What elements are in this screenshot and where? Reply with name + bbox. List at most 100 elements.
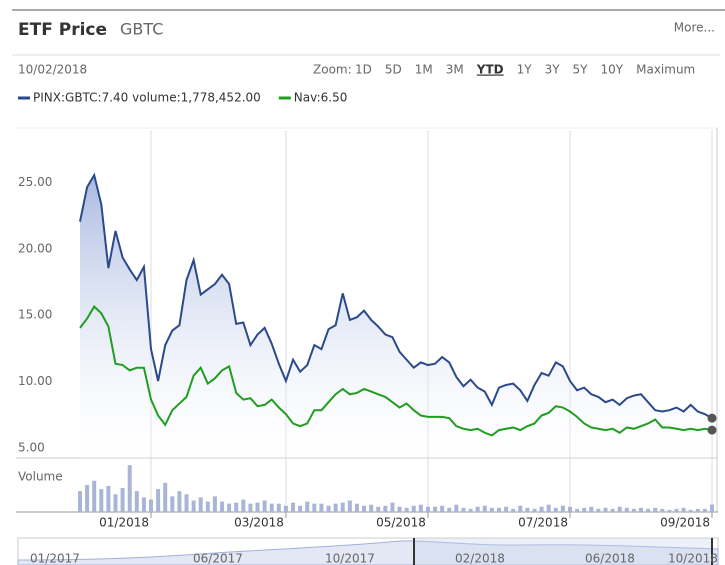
volume-bar [560, 505, 565, 512]
more-link[interactable]: More... [674, 21, 715, 35]
legend-label: Nav:6.50 [294, 91, 348, 105]
volume-label: Volume [18, 470, 63, 484]
volume-bar [85, 484, 90, 512]
x-tick-label: 09/2018 [660, 516, 710, 530]
volume-bar [347, 500, 352, 512]
volume-bar [546, 504, 551, 512]
zoom-option[interactable]: 10Y [601, 63, 624, 77]
zoom-option[interactable]: 3Y [545, 63, 561, 77]
volume-bar [149, 499, 154, 512]
volume-bar [418, 504, 423, 512]
volume-bar [170, 496, 175, 512]
volume-bar [99, 489, 104, 512]
volume-bar [156, 489, 161, 512]
x-tick-label: 03/2018 [234, 516, 284, 530]
zoom-option[interactable]: 5Y [573, 63, 589, 77]
volume-bar [113, 494, 118, 512]
volume-bar [291, 502, 296, 512]
volume-bar [333, 503, 338, 512]
y-tick-label: 15.00 [18, 308, 52, 322]
volume-bar [440, 505, 445, 512]
navigator-label: 10/2017 [325, 552, 375, 565]
volume-bar [255, 502, 260, 512]
navigator-label: 01/2017 [30, 552, 80, 565]
volume-bar [326, 505, 331, 512]
volume-bar [589, 506, 594, 512]
navigator-label: 06/2017 [193, 552, 243, 565]
volume-bar [78, 491, 82, 512]
volume-bar [177, 491, 182, 512]
series-line [79, 305, 713, 437]
volume-bar [468, 508, 473, 512]
series-area [80, 175, 712, 459]
volume-bar [425, 506, 430, 512]
volume-bar [454, 504, 459, 512]
navigator-label: 10/2018 [668, 552, 718, 565]
volume-bar [525, 507, 530, 512]
volume-bar [667, 509, 672, 512]
widget-title: ETF Price [18, 20, 107, 40]
volume-bar [283, 505, 288, 512]
volume-bar [567, 506, 572, 512]
volume-bar [617, 506, 622, 512]
volume-bar [575, 508, 580, 512]
zoom-option[interactable]: 1D [355, 63, 372, 77]
volume-bar [404, 507, 409, 512]
volume-bar [269, 503, 274, 512]
y-tick-label: 10.00 [18, 374, 52, 388]
volume-bar [411, 505, 416, 512]
volume-bar [383, 505, 388, 512]
volume-bar [624, 507, 629, 512]
volume-bar [354, 503, 359, 512]
volume-bar [653, 507, 658, 512]
zoom-option[interactable]: 1M [415, 63, 433, 77]
end-marker [707, 425, 717, 435]
volume-bar [504, 506, 509, 512]
navigator-label: 06/2018 [585, 552, 635, 565]
volume-bar [340, 502, 345, 512]
volume-bar [163, 482, 168, 512]
x-tick-label: 01/2018 [99, 516, 149, 530]
volume-bar [603, 507, 608, 512]
zoom-option[interactable]: Maximum [636, 63, 695, 77]
series-line [79, 172, 713, 420]
volume-bar [376, 506, 381, 512]
x-tick-label: 05/2018 [376, 516, 426, 530]
volume-bar [141, 497, 146, 512]
volume-bar [489, 507, 494, 512]
symbol: GBTC [120, 20, 163, 39]
volume-bar [369, 504, 374, 512]
volume-bar [710, 504, 714, 512]
volume-bar [397, 506, 402, 512]
zoom-option[interactable]: YTD [476, 63, 504, 77]
zoom-option[interactable]: 3M [446, 63, 464, 77]
zoom-option[interactable]: 5D [385, 63, 402, 77]
y-tick-label: 5.00 [18, 441, 45, 455]
navigator-selection[interactable] [414, 538, 712, 565]
volume-bar [539, 506, 544, 512]
volume-bar [262, 500, 267, 512]
zoom-option[interactable]: 1Y [517, 63, 533, 77]
volume-bar [674, 508, 679, 512]
volume-bar [475, 506, 480, 512]
volume-bar [205, 501, 210, 512]
volume-bar [532, 508, 537, 512]
volume-bar [305, 501, 310, 512]
zoom-label: Zoom: [313, 63, 352, 77]
volume-bar [92, 480, 97, 512]
volume-bar [596, 508, 601, 512]
volume-bar [610, 508, 615, 512]
navigator-label: 02/2018 [455, 552, 505, 565]
volume-bar [695, 508, 700, 512]
volume-bar [688, 509, 693, 512]
volume-bar [461, 507, 466, 512]
volume-bar [227, 503, 232, 512]
volume-bar [631, 508, 636, 512]
volume-bar [298, 505, 303, 512]
volume-bar [120, 488, 125, 512]
volume-bar [433, 506, 438, 512]
volume-bar [234, 502, 239, 512]
volume-bar [184, 494, 189, 512]
y-tick-label: 25.00 [18, 175, 52, 189]
